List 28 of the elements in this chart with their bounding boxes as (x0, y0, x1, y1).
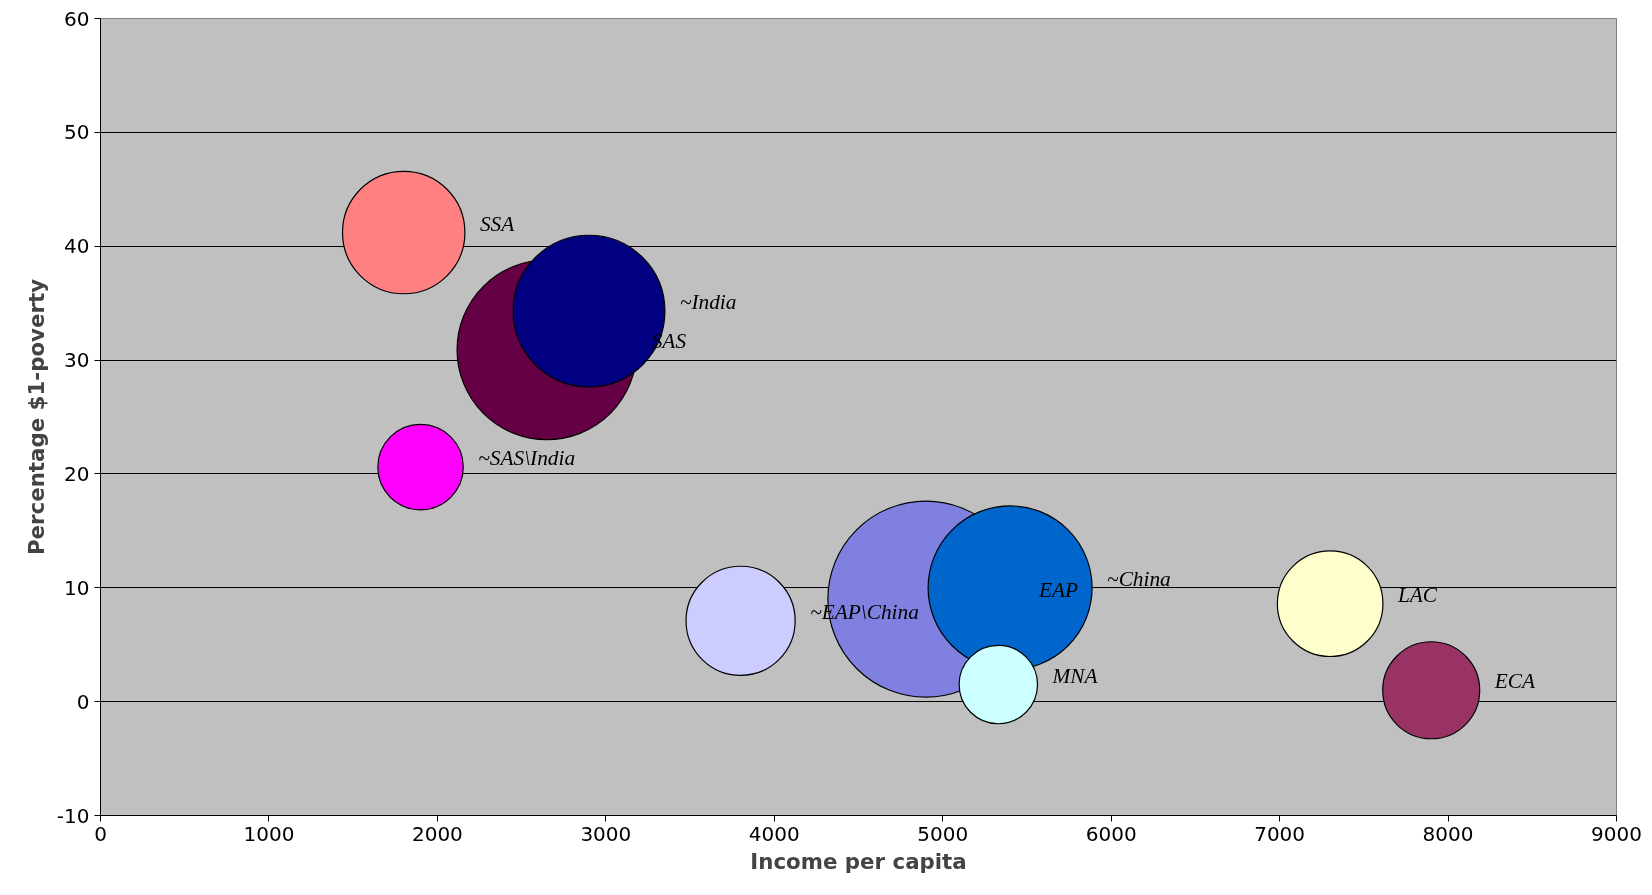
x-tick-label: 5000 (917, 821, 969, 846)
series-label: ~SAS\India (478, 446, 576, 471)
x-tick-label: 6000 (1085, 821, 1137, 846)
x-tick-label: 7000 (1254, 821, 1306, 846)
series-label: ~India (679, 290, 737, 315)
y-tick-label: 60 (64, 6, 90, 31)
x-tick-label: 1000 (243, 821, 295, 846)
x-tick-label: 2000 (411, 821, 463, 846)
series-label: ECA (1493, 669, 1536, 694)
y-tick-label: 20 (64, 461, 90, 486)
y-tick-label: 50 (64, 120, 90, 145)
y-tick-label: 0 (76, 689, 90, 714)
x-tick-label: 4000 (748, 821, 800, 846)
y-axis-title: Percentage $1-poverty (23, 278, 49, 556)
y-tick-label: -10 (56, 803, 90, 828)
x-tick-label: 9000 (1591, 821, 1642, 846)
y-tick-label: 30 (64, 348, 90, 373)
series-label: MNA (1051, 663, 1099, 688)
x-tick-label: 0 (94, 821, 107, 846)
x-axis-title: Income per capita (750, 848, 967, 874)
y-tick-label: 40 (64, 234, 90, 259)
series-label: SSA (479, 211, 516, 236)
x-tick-label: 3000 (580, 821, 632, 846)
x-tick-label: 8000 (1422, 821, 1474, 846)
series-label: LAC (1396, 582, 1438, 607)
series-label: ~China (1107, 566, 1171, 591)
series-label: EAP (1037, 578, 1078, 603)
y-tick-label: 10 (64, 575, 90, 600)
